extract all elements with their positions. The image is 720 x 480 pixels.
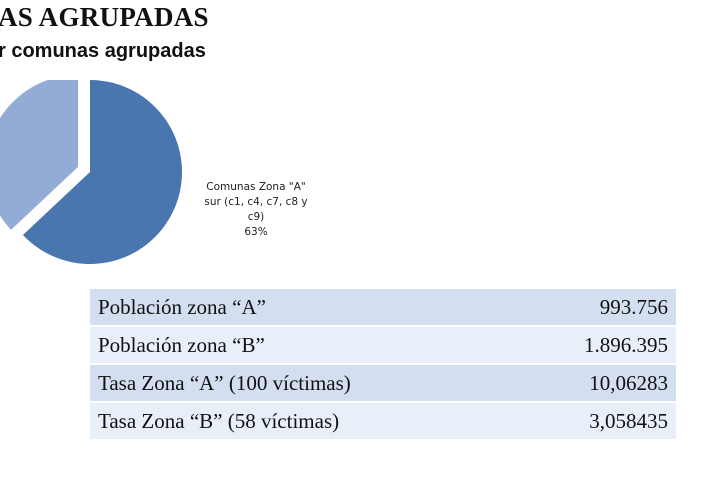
row-label: Población zona “B” [90, 327, 518, 363]
table-row: Población zona “A” 993.756 [90, 289, 676, 325]
page-subtitle: r comunas agrupadas [0, 40, 206, 62]
row-value: 10,06283 [517, 365, 676, 401]
table-row: Tasa Zona “A” (100 víctimas) 10,06283 [90, 365, 676, 401]
row-label: Tasa Zona “A” (100 víctimas) [90, 365, 518, 401]
table-row: Población zona “B” 1.896.395 [90, 327, 676, 363]
row-value: 1.896.395 [517, 327, 676, 363]
pie-slice-zona-a [22, 80, 182, 264]
row-label: Población zona “A” [90, 289, 518, 325]
pie-label-line-1: Comunas Zona "A" [206, 181, 306, 193]
page-title: AS AGRUPADAS [0, 2, 209, 32]
pie-slice-zona-b [0, 80, 79, 230]
pie-label-percent: 63% [244, 226, 268, 238]
row-label: Tasa Zona “B” (58 víctimas) [90, 403, 518, 439]
table-row: Tasa Zona “B” (58 víctimas) 3,058435 [90, 403, 676, 439]
pie-slice-label-zona-a: Comunas Zona "A" sur (c1, c4, c7, c8 y c… [196, 180, 316, 240]
population-table: Población zona “A” 993.756 Población zon… [90, 287, 676, 441]
pie-label-line-2: sur (c1, c4, c7, c8 y [204, 196, 308, 208]
pie-chart [0, 80, 182, 264]
row-value: 993.756 [517, 289, 676, 325]
row-value: 3,058435 [517, 403, 676, 439]
pie-label-line-3: c9) [247, 211, 265, 223]
